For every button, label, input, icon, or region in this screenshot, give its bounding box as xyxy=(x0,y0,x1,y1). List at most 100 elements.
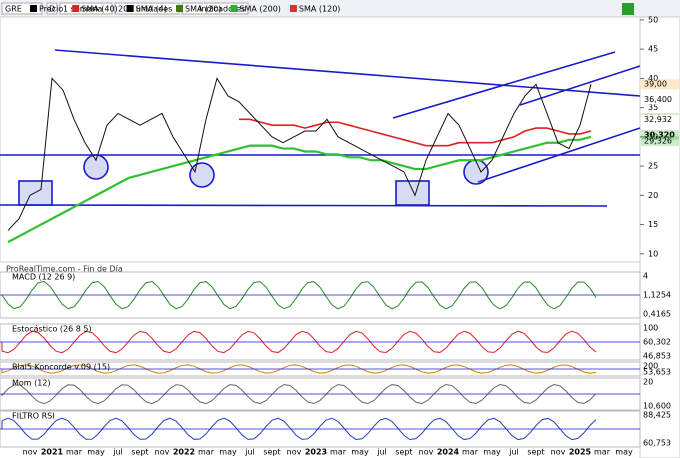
panel-value-label: 0,4165 xyxy=(643,310,671,319)
indicator-line xyxy=(1,383,597,405)
x-tick-label: may xyxy=(483,448,501,457)
x-tick-label: 2025 xyxy=(569,448,592,457)
trend-line xyxy=(54,49,641,97)
circle xyxy=(463,159,489,185)
x-tick-label: mar xyxy=(330,448,347,457)
x-tick-label: 2023 xyxy=(305,448,327,457)
price-label: 36,400 xyxy=(644,95,672,104)
panel-value-label: 4 xyxy=(643,272,648,281)
x-tick-label: may xyxy=(351,448,369,457)
legend-entry[interactable]: SMA (20) xyxy=(185,5,221,14)
legend-entry[interactable]: SMA (40) xyxy=(81,5,117,14)
panel-value-label: 88,425 xyxy=(643,411,671,420)
indicator-line xyxy=(1,280,597,310)
mode-box[interactable] xyxy=(46,2,58,15)
x-tick-label: nov xyxy=(287,448,302,457)
circle xyxy=(189,162,215,188)
icon[interactable] xyxy=(622,3,634,15)
price-label-bg xyxy=(641,129,679,140)
legend-swatch xyxy=(30,5,37,12)
period: 1 semana xyxy=(63,5,102,14)
panel-value-label: 20 xyxy=(643,378,653,387)
y-tick-label: 25 xyxy=(648,162,658,171)
x-tick-label: sept xyxy=(263,448,280,457)
channel-line xyxy=(477,127,641,183)
panel-value-label: 1,1254 xyxy=(643,291,671,300)
price-label: 29,326 xyxy=(644,136,672,145)
panel-value-label: 200 xyxy=(643,362,658,371)
legend-swatch xyxy=(126,5,134,12)
sma-40-line xyxy=(239,118,592,147)
x-tick-label: 2022 xyxy=(173,448,195,457)
price-label-bg xyxy=(641,135,679,146)
panel-value-label: 46,853 xyxy=(643,352,671,361)
panel-title: Blai5 Koncorde v.09 (15) xyxy=(12,363,110,372)
x-tick-label: mar xyxy=(198,448,215,457)
y-tick-label: 30 xyxy=(648,132,658,141)
price-label: 32,932 xyxy=(644,115,672,124)
x-tick-label: jul xyxy=(376,448,387,457)
x-tick-label: jul xyxy=(244,448,255,457)
channel-line xyxy=(519,65,641,106)
x-tick-label: may xyxy=(219,448,237,457)
indicator-line xyxy=(1,417,597,441)
y-tick-label: 35 xyxy=(648,103,658,112)
x-tick-label: jul xyxy=(112,448,123,457)
y-tick-label: 15 xyxy=(648,220,658,229)
panel-value-label: 60,302 xyxy=(643,338,671,347)
support-line xyxy=(0,204,608,207)
panel-title: MACD (12 26 9) xyxy=(12,273,75,282)
price-panel xyxy=(0,16,641,263)
x-tick-label: nov xyxy=(551,448,566,457)
panel-value-label: 60,753 xyxy=(643,439,671,448)
price-label: 30,320 xyxy=(644,130,675,139)
price-label: 39,00 xyxy=(644,80,667,89)
panel-value-label: 53,653 xyxy=(643,368,671,377)
box xyxy=(395,180,430,206)
x-tick-label: mar xyxy=(66,448,83,457)
y-tick-label: 50 xyxy=(648,15,658,24)
panel-title: Estocástico (26 8 5) xyxy=(12,325,92,334)
mode: D xyxy=(49,5,55,14)
legend-entry[interactable]: SMA (200) xyxy=(239,5,281,14)
panel-title: Mom (12) xyxy=(12,379,51,388)
legend-swatch xyxy=(289,5,297,12)
price-label-bg xyxy=(641,94,679,105)
x-tick-label: 2021 xyxy=(41,448,64,457)
price-line xyxy=(7,77,592,231)
panel-title: FILTRO RSI xyxy=(12,412,55,421)
price-label-bg xyxy=(641,79,679,90)
period-box[interactable] xyxy=(59,2,113,15)
x-tick-label: nov xyxy=(155,448,170,457)
y-tick-label: 40 xyxy=(648,74,658,83)
symbol: GRE xyxy=(5,5,22,14)
indicators: Indicadores xyxy=(199,5,245,14)
x-tick-label: jul xyxy=(508,448,519,457)
x-tick-label: may xyxy=(615,448,633,457)
y-tick-label: 45 xyxy=(648,45,658,54)
x-tick-label: sept xyxy=(395,448,412,457)
x-tick-label: nov xyxy=(419,448,434,457)
y-tick-label: 20 xyxy=(648,191,658,200)
legend-entry[interactable]: SMA (120) xyxy=(299,5,341,14)
x-tick-label: sept xyxy=(527,448,544,457)
legend-entry[interactable]: SMA (4) xyxy=(136,5,167,14)
indicator-line xyxy=(1,330,597,354)
x-tick-label: may xyxy=(87,448,105,457)
x-tick-label: mar xyxy=(594,448,611,457)
watermark: ProRealTime.com - Fin de Día xyxy=(6,265,123,274)
x-tick-label: nov xyxy=(23,448,38,457)
legend-swatch xyxy=(72,5,80,12)
right-axis xyxy=(639,16,680,458)
legend-entry[interactable]: Precio xyxy=(39,5,63,14)
price-label-bg xyxy=(641,114,679,125)
symbol-box[interactable] xyxy=(1,2,43,15)
units: 200 unidades xyxy=(118,5,172,14)
y-tick-label: 10 xyxy=(648,249,658,258)
x-tick-label: mar xyxy=(462,448,479,457)
x-tick-label: 2024 xyxy=(437,448,460,457)
legend-swatch xyxy=(175,5,183,12)
legend-swatch xyxy=(230,5,238,12)
x-tick-label: sept xyxy=(131,448,148,457)
